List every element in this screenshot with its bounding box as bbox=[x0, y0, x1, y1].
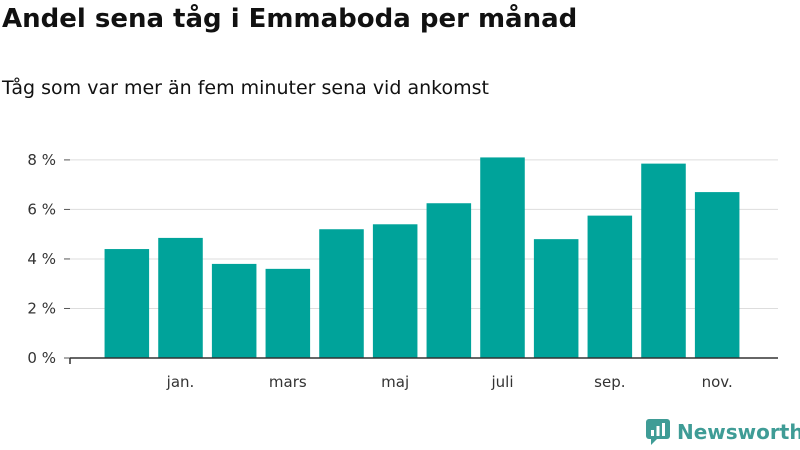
bar-jan. bbox=[158, 237, 203, 358]
bars bbox=[104, 157, 740, 358]
bar-juni bbox=[426, 203, 472, 358]
y-tick-label: 4 % bbox=[27, 250, 56, 268]
bar-sep. bbox=[587, 215, 633, 358]
chart-subtitle: Tåg som var mer än fem minuter sena vid … bbox=[2, 77, 489, 99]
bar-mars bbox=[265, 268, 311, 358]
chart-title: Andel sena tåg i Emmaboda per månad bbox=[2, 4, 578, 34]
bar-maj bbox=[372, 224, 418, 358]
y-tick-label: 8 % bbox=[27, 151, 56, 169]
y-tick-label: 2 % bbox=[27, 299, 56, 317]
bar-dec. bbox=[104, 249, 150, 358]
x-tick-label: sep. bbox=[594, 373, 625, 391]
bar-juli bbox=[480, 157, 525, 358]
newsworthy-logo-icon bbox=[646, 419, 670, 445]
x-tick-label: mars bbox=[269, 373, 307, 391]
x-tick-label: maj bbox=[381, 373, 409, 391]
axes: 0 % 2 % 4 % 6 % 8 % jan. mars maj juli sep. nov. bbox=[27, 151, 778, 391]
y-tick-label: 6 % bbox=[27, 200, 56, 218]
x-tick-label: juli bbox=[490, 373, 513, 391]
y-tick-label: 0 % bbox=[27, 349, 56, 367]
x-tick-label: jan. bbox=[166, 373, 195, 391]
brand-name: Newsworthy bbox=[677, 420, 800, 444]
bar-okt. bbox=[641, 163, 686, 358]
brand-logo: Newsworthy bbox=[645, 418, 800, 446]
bar-feb. bbox=[211, 263, 257, 358]
bar-apr. bbox=[319, 229, 364, 358]
bar-nov. bbox=[694, 192, 740, 358]
x-tick-label: nov. bbox=[702, 373, 733, 391]
bar-aug. bbox=[533, 239, 579, 358]
